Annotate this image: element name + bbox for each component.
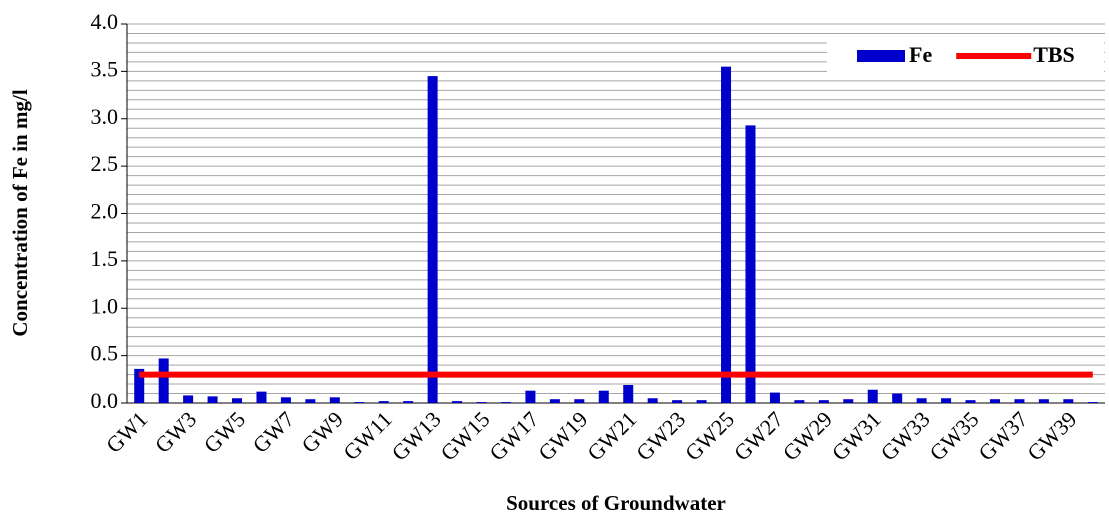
bar — [354, 402, 365, 403]
x-tick-label: GW13 — [387, 406, 446, 465]
bar — [647, 398, 658, 403]
bar — [696, 400, 707, 403]
bar — [989, 399, 1000, 403]
x-tick-label: GW3 — [150, 406, 201, 457]
bar — [280, 397, 291, 403]
bar — [794, 400, 805, 403]
x-tick-label: GW15 — [435, 406, 494, 465]
y-tick-label: 0.5 — [91, 341, 119, 366]
bar — [941, 398, 952, 403]
x-tick-label: GW25 — [680, 406, 739, 465]
x-tick-label: GW11 — [338, 406, 397, 465]
x-tick-label: GW39 — [1022, 406, 1081, 465]
x-tick-label: GW19 — [533, 406, 592, 465]
bar — [965, 400, 976, 403]
x-tick-label: GW21 — [582, 406, 641, 465]
bar — [672, 400, 683, 403]
bar — [598, 390, 609, 403]
bar — [329, 397, 340, 403]
y-tick-label: 3.0 — [91, 104, 119, 129]
bar — [1063, 399, 1074, 403]
bar — [818, 400, 829, 403]
legend-swatch — [857, 50, 905, 62]
x-tick-label: GW27 — [729, 406, 788, 465]
bar — [549, 399, 560, 403]
y-tick-label: 1.5 — [91, 246, 119, 271]
bar — [476, 402, 487, 403]
bar — [378, 401, 389, 403]
x-tick-label: GW37 — [973, 406, 1032, 465]
bar — [867, 389, 878, 403]
bar — [1014, 399, 1025, 403]
legend-label: Fe — [909, 42, 932, 67]
bar — [1087, 402, 1098, 403]
bar — [207, 396, 218, 403]
x-tick-label: GW23 — [631, 406, 690, 465]
bar — [500, 402, 511, 403]
bar — [452, 401, 463, 403]
y-tick-label: 3.5 — [91, 56, 119, 81]
bar — [916, 398, 927, 403]
y-tick-label: 0.0 — [91, 388, 119, 413]
bar — [232, 398, 243, 403]
x-tick-label: GW5 — [199, 406, 250, 457]
bar — [183, 395, 194, 403]
x-tick-label: GW33 — [876, 406, 935, 465]
bar — [1038, 399, 1049, 403]
bar — [305, 399, 316, 403]
y-tick-label: 2.0 — [91, 199, 119, 224]
bar — [745, 125, 756, 403]
x-tick-label: GW29 — [778, 406, 837, 465]
bar — [256, 391, 267, 403]
x-tick-label: GW7 — [248, 406, 299, 457]
bar — [134, 368, 145, 403]
x-tick-label: GW17 — [484, 406, 543, 465]
y-tick-label: 1.0 — [91, 293, 119, 318]
bar — [892, 393, 903, 403]
bar — [158, 358, 169, 403]
x-tick-label: GW1 — [101, 406, 152, 457]
x-axis-title: Sources of Groundwater — [506, 491, 726, 515]
bar — [574, 399, 585, 403]
bar — [769, 392, 780, 403]
bar — [721, 66, 732, 403]
bar — [427, 76, 438, 404]
bar — [525, 390, 536, 403]
y-tick-label: 2.5 — [91, 151, 119, 176]
bar — [843, 399, 854, 403]
x-tick-label: GW35 — [924, 406, 983, 465]
bar — [623, 384, 634, 403]
y-tick-label: 4.0 — [91, 9, 119, 34]
legend-label: TBS — [1033, 42, 1075, 67]
x-tick-label: GW31 — [827, 406, 886, 465]
bar — [403, 401, 414, 403]
y-axis-title: Concentration of Fe in mg/l — [8, 89, 32, 336]
